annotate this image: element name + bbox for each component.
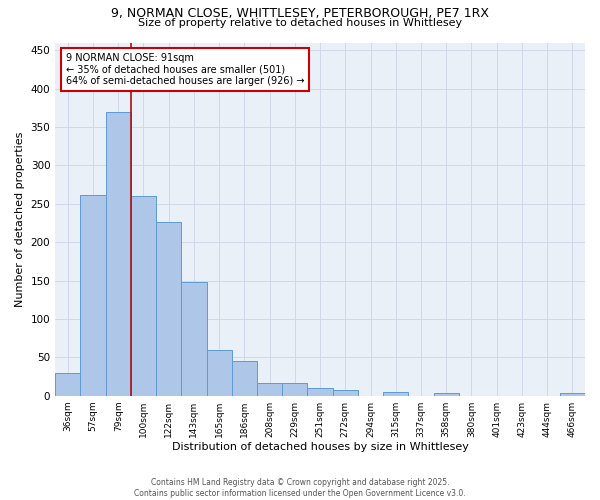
Text: 9, NORMAN CLOSE, WHITTLESEY, PETERBOROUGH, PE7 1RX: 9, NORMAN CLOSE, WHITTLESEY, PETERBOROUG… <box>111 8 489 20</box>
Text: Size of property relative to detached houses in Whittlesey: Size of property relative to detached ho… <box>138 18 462 28</box>
Text: Contains HM Land Registry data © Crown copyright and database right 2025.
Contai: Contains HM Land Registry data © Crown c… <box>134 478 466 498</box>
Bar <box>383 392 409 396</box>
Bar <box>106 112 131 396</box>
Bar <box>131 196 156 396</box>
Bar <box>560 394 585 396</box>
Y-axis label: Number of detached properties: Number of detached properties <box>15 132 25 307</box>
Bar <box>332 390 358 396</box>
Text: 9 NORMAN CLOSE: 91sqm
← 35% of detached houses are smaller (501)
64% of semi-det: 9 NORMAN CLOSE: 91sqm ← 35% of detached … <box>66 53 304 86</box>
Bar <box>206 350 232 396</box>
Bar <box>80 194 106 396</box>
X-axis label: Distribution of detached houses by size in Whittlesey: Distribution of detached houses by size … <box>172 442 469 452</box>
Bar <box>257 382 282 396</box>
Bar <box>181 282 206 396</box>
Bar <box>156 222 181 396</box>
Bar <box>282 382 307 396</box>
Bar <box>434 394 459 396</box>
Bar <box>232 361 257 396</box>
Bar <box>55 372 80 396</box>
Bar <box>307 388 332 396</box>
